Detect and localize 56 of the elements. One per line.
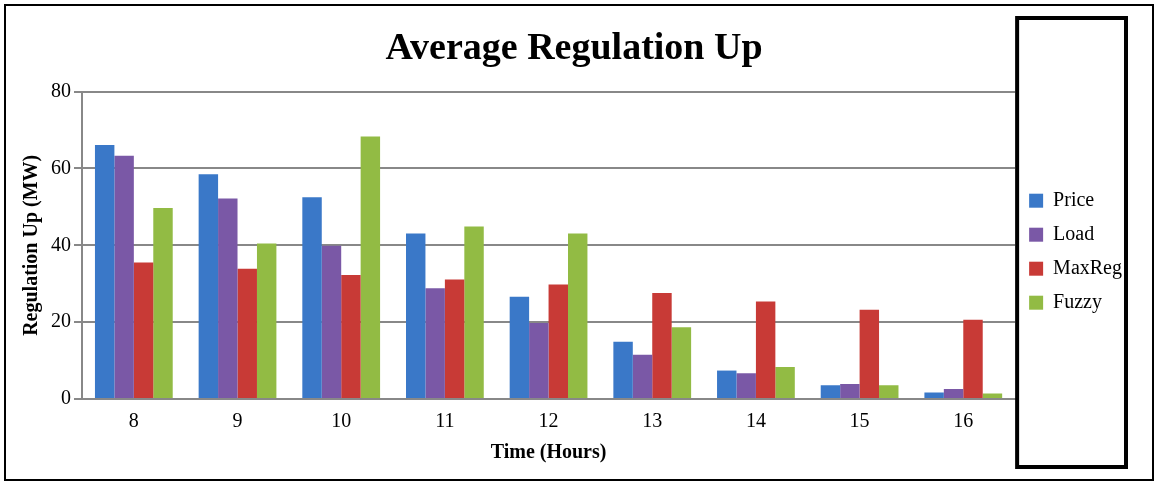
bar	[820, 385, 841, 398]
bar	[218, 198, 238, 398]
bar	[879, 385, 899, 398]
bar	[509, 296, 530, 398]
bar	[114, 155, 134, 398]
y-axis-title: Regulation Up (MW)	[19, 154, 43, 336]
bar	[963, 319, 983, 398]
legend-label: Load	[1053, 221, 1095, 244]
bar	[652, 292, 672, 398]
bar	[529, 322, 549, 398]
y-tick-label: 80	[51, 78, 71, 101]
bar	[736, 373, 756, 398]
y-tick-label: 0	[61, 386, 71, 409]
bar	[755, 301, 776, 398]
x-tick-label: 16	[953, 409, 974, 432]
bar	[94, 145, 115, 398]
bar	[256, 243, 277, 398]
x-tick-label: 14	[745, 409, 766, 432]
x-tick-label: 8	[128, 409, 139, 432]
bar	[360, 136, 381, 398]
bar	[671, 327, 692, 398]
x-tick-label: 10	[331, 409, 352, 432]
bar	[632, 354, 653, 398]
x-tick-label: 12	[538, 409, 559, 432]
bar	[613, 341, 633, 398]
y-tick-label: 20	[51, 309, 71, 332]
legend-label: Fuzzy	[1053, 289, 1103, 313]
bar	[406, 233, 426, 398]
x-axis-title: Time (Hours)	[490, 440, 607, 464]
bar	[568, 233, 588, 398]
x-tick-label: 13	[642, 409, 663, 432]
x-tick-label: 9	[232, 409, 243, 432]
legend-label: MaxReg	[1053, 255, 1123, 279]
bar	[548, 284, 568, 398]
bar	[425, 288, 445, 398]
bar	[717, 370, 737, 398]
bar	[133, 262, 154, 398]
bar	[924, 392, 944, 398]
bar	[153, 208, 173, 398]
bar	[444, 279, 465, 398]
y-tick-label: 40	[51, 232, 71, 255]
bar	[198, 174, 219, 398]
legend-label: Price	[1053, 187, 1095, 210]
chart-title: Average Regulation Up	[385, 24, 763, 67]
bar	[341, 274, 361, 398]
y-tick-label: 60	[51, 155, 71, 178]
x-tick-label: 15	[849, 409, 870, 432]
bar	[321, 245, 342, 398]
bar	[859, 309, 880, 398]
bar	[840, 384, 860, 398]
bar	[237, 268, 257, 398]
bar	[943, 389, 964, 398]
bar	[775, 367, 795, 398]
x-tick-label: 11	[435, 409, 455, 432]
bar	[302, 197, 322, 398]
bar	[464, 226, 484, 398]
